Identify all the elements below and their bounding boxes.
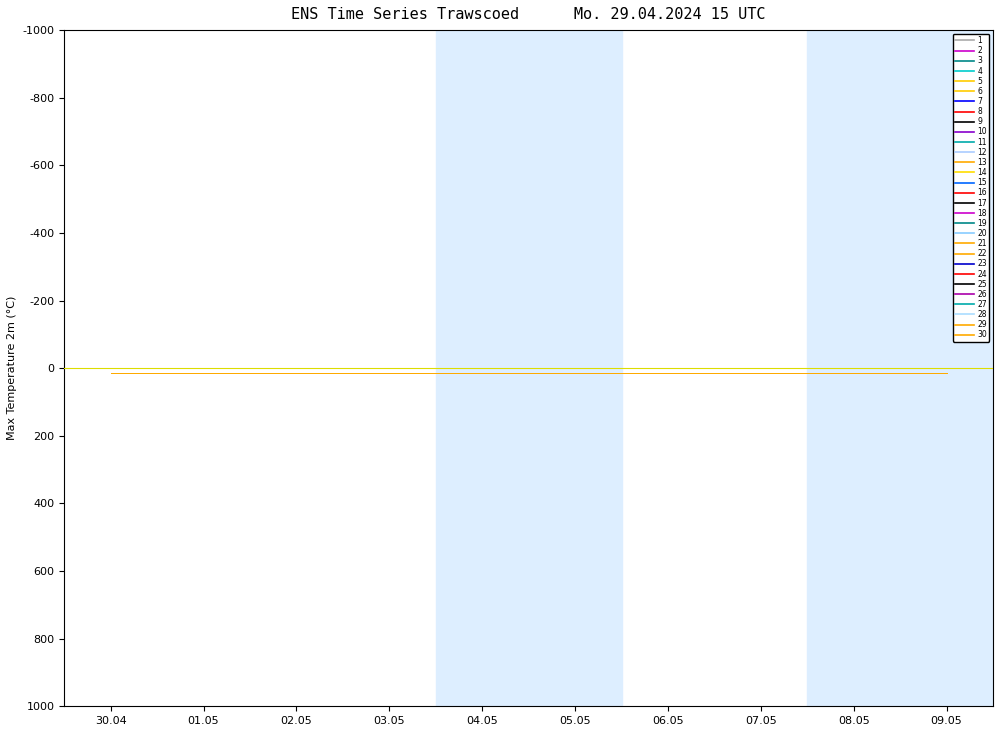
Legend: 1, 2, 3, 4, 5, 6, 7, 8, 9, 10, 11, 12, 13, 14, 15, 16, 17, 18, 19, 20, 21, 22, 2: 1, 2, 3, 4, 5, 6, 7, 8, 9, 10, 11, 12, 1… [953, 34, 989, 342]
Bar [436, 30, 622, 707]
Title: ENS Time Series Trawscoed      Mo. 29.04.2024 15 UTC: ENS Time Series Trawscoed Mo. 29.04.2024… [291, 7, 766, 22]
Y-axis label: Max Temperature 2m (°C): Max Temperature 2m (°C) [7, 296, 17, 441]
Bar [807, 30, 993, 707]
